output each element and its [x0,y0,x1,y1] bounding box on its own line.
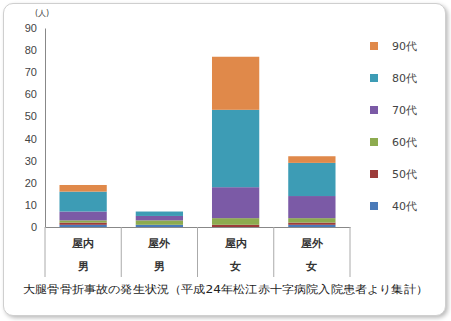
y-tick-label: 70 [25,66,37,78]
bar-segment [59,225,106,227]
bar-segment [59,192,106,212]
legend-label: 40代 [392,200,417,213]
bar-segment [136,212,183,216]
y-axis-title: (人) [35,9,49,18]
category-separator [350,227,351,277]
x-group-label: 女 [305,260,317,273]
bar-segment [59,223,106,225]
y-tick-label: 10 [25,199,37,211]
legend-swatch [370,170,378,178]
x-tick-label: 屋内 [71,237,94,249]
bar-segment [136,220,183,224]
legend-swatch [370,42,378,50]
chart-title: 大腿骨骨折事故の発生状況（平成24年松江赤十字病院入院患者より集計） [23,283,428,296]
y-tick: 50 [25,110,45,122]
bar-segment [212,225,259,227]
y-tick-label: 40 [25,133,37,145]
y-tick-label: 80 [25,44,37,56]
y-tick: 60 [25,88,45,100]
bar-segment [288,225,335,227]
category-separator [197,227,198,277]
y-tick: 30 [25,155,45,167]
legend-label: 90代 [392,40,417,53]
y-tick: 90 [25,22,45,34]
y-tick-label: 90 [25,22,37,34]
y-tick-label: 50 [25,110,37,122]
bar-segment [59,185,106,192]
x-tick-label: 屋内 [224,237,247,249]
x-group-label: 男 [153,260,165,273]
bar-segment [288,218,335,222]
legend-label: 60代 [392,136,417,149]
x-tick: 屋外 [147,237,171,249]
category-separator [45,227,46,277]
chart: 0 10 20 30 40 50 60 70 80 90 屋内 屋外 屋内 屋外男 男 女 女 (人) 大腿骨骨折事… [0,0,451,321]
y-tick: 20 [25,177,45,189]
category-separator [121,227,122,277]
bar-segment [212,187,259,218]
bar-segment [212,218,259,225]
y-tick: 0 [31,221,45,233]
bar-segment [136,225,183,227]
y-tick-label: 30 [25,155,37,167]
x-tick: 屋内 [71,237,94,249]
y-tick-label: 60 [25,88,37,100]
y-tick-label: 0 [31,221,37,233]
bar-segment [288,196,335,218]
bar-segment [136,216,183,220]
legend-swatch [370,202,378,210]
y-tick-label: 20 [25,177,37,189]
y-axis-line [45,29,46,228]
y-tick: 80 [25,44,45,56]
legend-swatch [370,106,378,114]
x-tick-label: 屋外 [300,237,324,249]
bar-segment [136,211,183,212]
y-tick: 70 [25,66,45,78]
bar-segment [288,156,335,163]
y-tick: 10 [25,199,45,211]
legend-label: 80代 [392,72,417,85]
x-tick: 屋内 [224,237,247,249]
bar-segment [59,220,106,222]
legend: 90代 80代 70代 60代 50代 40代 [370,40,417,213]
bar-segment [288,223,335,225]
x-group-label: 女 [229,260,241,273]
bar-segment [59,212,106,221]
legend-label: 50代 [392,168,417,181]
x-tick-label: 屋外 [147,237,171,249]
bars [59,57,335,227]
bar-segment [212,110,259,187]
plot: 0 10 20 30 40 50 60 70 80 90 屋内 屋外 屋内 屋外男 男 女 女 [25,22,351,277]
bar-segment [288,163,335,196]
legend-swatch [370,74,378,82]
legend-label: 70代 [392,104,417,117]
y-tick: 40 [25,133,45,145]
x-tick: 屋外 [300,237,324,249]
y-axis: 0 10 20 30 40 50 60 70 80 90 [25,22,46,233]
bar-segment [212,57,259,110]
x-group-label: 男 [77,260,89,273]
category-separator [273,227,274,277]
legend-swatch [370,138,378,146]
